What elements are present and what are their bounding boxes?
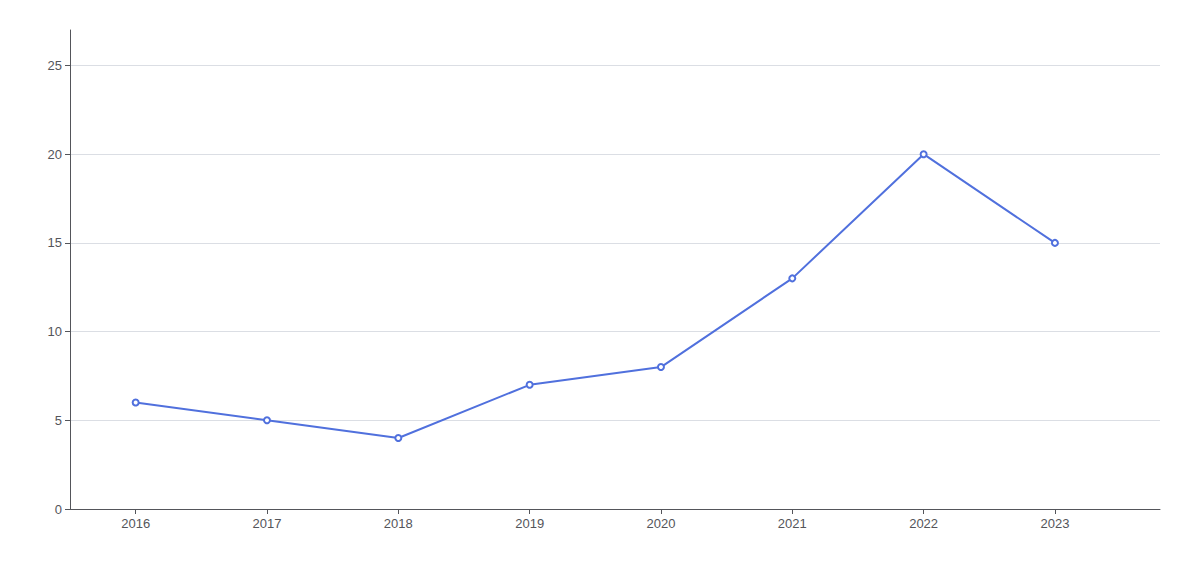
svg-text:2018: 2018 (384, 516, 413, 531)
svg-text:2016: 2016 (121, 516, 150, 531)
svg-text:20: 20 (48, 147, 62, 162)
svg-text:2020: 2020 (647, 516, 676, 531)
svg-text:10: 10 (48, 324, 62, 339)
svg-text:2017: 2017 (253, 516, 282, 531)
svg-text:2019: 2019 (515, 516, 544, 531)
svg-text:0: 0 (55, 502, 62, 517)
svg-text:15: 15 (48, 235, 62, 250)
svg-text:2021: 2021 (778, 516, 807, 531)
svg-text:25: 25 (48, 58, 62, 73)
svg-text:5: 5 (55, 413, 62, 428)
svg-text:2022: 2022 (909, 516, 938, 531)
svg-text:2023: 2023 (1040, 516, 1069, 531)
